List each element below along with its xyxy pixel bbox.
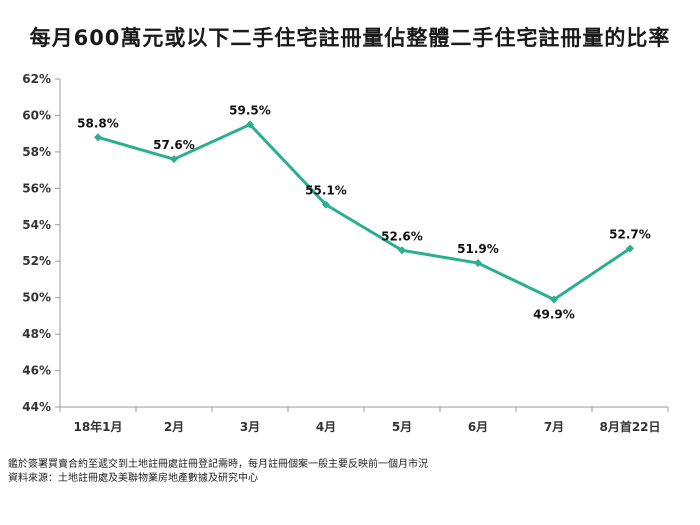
- data-label: 55.1%: [305, 184, 347, 198]
- x-tick-label: 2月: [164, 420, 184, 434]
- x-tick-label: 18年1月: [73, 419, 122, 434]
- footnote-source: 資料來源：土地註冊處及美聯物業房地產數據及研究中心: [8, 473, 258, 484]
- data-label: 52.7%: [609, 227, 651, 241]
- data-point: [474, 259, 482, 268]
- x-tick-label: 8月首22日: [599, 419, 660, 434]
- y-tick-label: 52%: [22, 254, 51, 268]
- data-label: 59.5%: [229, 104, 271, 118]
- y-tick-label: 56%: [22, 181, 51, 195]
- data-label: 51.9%: [457, 242, 499, 256]
- footnote-remark: 鑑於簽署買賣合約至遞交到土地註冊處註冊登記需時，每月註冊個案一般主要反映前一個月…: [8, 459, 428, 470]
- data-point: [626, 244, 634, 253]
- footnotes: 鑑於簽署買賣合約至遞交到土地註冊處註冊登記需時，每月註冊個案一般主要反映前一個月…: [8, 458, 428, 486]
- data-point: [398, 246, 406, 255]
- y-tick-label: 48%: [22, 327, 51, 341]
- y-tick-label: 44%: [22, 400, 51, 414]
- data-label: 57.6%: [153, 138, 195, 152]
- data-label: 58.8%: [77, 116, 119, 130]
- x-tick-label: 5月: [392, 420, 412, 434]
- y-tick-labels: 44% 46% 48% 50% 52% 54% 56% 58% 60% 62%: [22, 72, 51, 414]
- chart-axes: [55, 78, 669, 412]
- data-point: [170, 155, 178, 164]
- x-tick-label: 4月: [316, 420, 336, 434]
- chart-title: 每月600萬元或以下二手住宅註冊量佔整體二手住宅註冊量的比率: [29, 26, 671, 50]
- x-tick-label: 7月: [544, 420, 564, 434]
- y-tick-label: 50%: [22, 291, 51, 305]
- data-point: [94, 133, 102, 142]
- data-point: [246, 120, 254, 129]
- data-labels: 58.8% 57.6% 59.5% 55.1% 52.6% 51.9% 49.9% 52.7%: [77, 104, 651, 322]
- x-tick-label: 6月: [468, 420, 488, 434]
- data-label: 49.9%: [533, 307, 575, 321]
- series-line: [97, 123, 631, 301]
- data-point: [322, 200, 330, 209]
- y-tick-label: 60%: [22, 108, 51, 122]
- chart-series: [94, 120, 634, 304]
- y-tick-label: 46%: [22, 364, 51, 378]
- data-label: 52.6%: [381, 229, 423, 243]
- y-tick-label: 54%: [22, 218, 51, 232]
- x-tick-label: 3月: [240, 420, 260, 434]
- data-point: [550, 295, 558, 304]
- y-tick-label: 62%: [22, 72, 51, 86]
- y-tick-label: 58%: [22, 145, 51, 159]
- x-tick-labels: 18年1月 2月 3月 4月 5月 6月 7月 8月首22日: [73, 419, 660, 434]
